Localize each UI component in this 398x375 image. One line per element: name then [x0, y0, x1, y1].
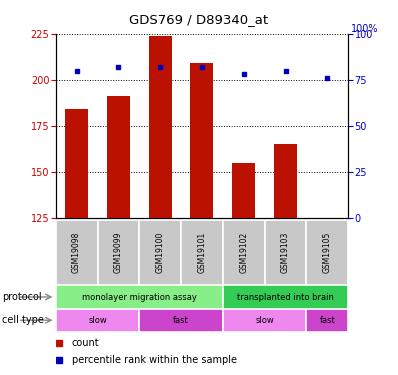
Bar [232, 163, 255, 218]
Text: count: count [72, 338, 100, 348]
Bar [149, 36, 172, 218]
Bar [223, 285, 348, 309]
Bar [139, 309, 223, 332]
Bar [139, 220, 181, 285]
Text: monolayer migration assay: monolayer migration assay [82, 292, 197, 302]
Bar [181, 220, 223, 285]
Bar [223, 309, 306, 332]
Text: fast: fast [173, 316, 189, 325]
Bar [56, 285, 223, 309]
Text: transplanted into brain: transplanted into brain [237, 292, 334, 302]
Text: 100%: 100% [351, 24, 378, 34]
Text: GSM19102: GSM19102 [239, 232, 248, 273]
Bar [306, 309, 348, 332]
Bar [223, 220, 265, 285]
Text: fast: fast [320, 316, 335, 325]
Text: slow: slow [88, 316, 107, 325]
Text: GDS769 / D89340_at: GDS769 / D89340_at [129, 13, 269, 26]
Text: GSM19103: GSM19103 [281, 232, 290, 273]
Bar [274, 144, 297, 218]
Bar [65, 109, 88, 218]
Text: GSM19099: GSM19099 [114, 232, 123, 273]
Bar [98, 220, 139, 285]
Bar [107, 96, 130, 218]
Text: cell type: cell type [2, 315, 44, 325]
Text: GSM19100: GSM19100 [156, 232, 165, 273]
Text: percentile rank within the sample: percentile rank within the sample [72, 355, 237, 365]
Text: slow: slow [255, 316, 274, 325]
Bar [265, 220, 306, 285]
Bar [306, 220, 348, 285]
Text: GSM19098: GSM19098 [72, 232, 81, 273]
Text: GSM19101: GSM19101 [197, 232, 207, 273]
Bar [191, 63, 213, 218]
Bar [56, 220, 98, 285]
Text: GSM19105: GSM19105 [323, 232, 332, 273]
Text: protocol: protocol [2, 292, 42, 302]
Bar [56, 309, 139, 332]
